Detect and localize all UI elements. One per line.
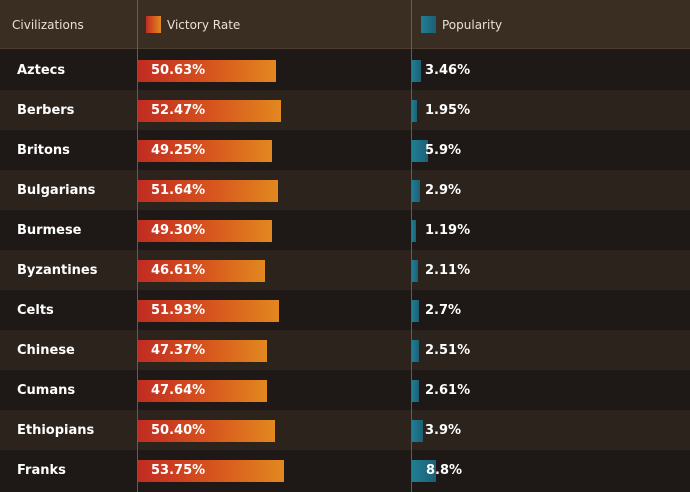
civilization-name: Britons [17, 142, 70, 158]
table-row[interactable]: Celts 51.93% 2.7% [0, 290, 690, 330]
victory-rate-bar [138, 60, 276, 82]
victory-rate-label: 49.25% [151, 142, 206, 158]
victory-rate-label: 46.61% [151, 262, 206, 278]
popularity-bar [412, 420, 423, 442]
civilizations-header-label: Civilizations [12, 17, 84, 32]
table-row[interactable]: Aztecs 50.63% 3.46% [0, 50, 690, 90]
victory-rate-label: 53.75% [151, 462, 206, 478]
column-header-civilizations[interactable]: Civilizations [12, 0, 84, 49]
table-row[interactable]: Bulgarians 51.64% 2.9% [0, 170, 690, 210]
popularity-label: 8.8% [426, 462, 463, 478]
popularity-bar [412, 300, 419, 322]
popularity-bar [412, 260, 418, 282]
table-row[interactable]: Byzantines 46.61% 2.11% [0, 250, 690, 290]
popularity-label: 2.61% [425, 382, 471, 398]
civilization-name: Chinese [17, 342, 75, 358]
victory-rate-bar [138, 260, 265, 282]
column-header-popularity[interactable]: Popularity [421, 0, 502, 49]
table-row[interactable]: Burmese 49.30% 1.19% [0, 210, 690, 250]
table-row[interactable]: Berbers 52.47% 1.95% [0, 90, 690, 130]
table-row[interactable]: Britons 49.25% 5.9% [0, 130, 690, 170]
popularity-column-divider [411, 0, 412, 492]
popularity-swatch-icon [421, 16, 436, 33]
civilization-name: Ethiopians [17, 422, 95, 438]
victory-rate-bar [138, 100, 281, 122]
civilization-name: Cumans [17, 382, 76, 398]
civilization-name: Celts [17, 302, 54, 318]
popularity-bar [412, 180, 420, 202]
victory-rate-label: 47.64% [151, 382, 206, 398]
popularity-label: 3.46% [425, 62, 471, 78]
table-row[interactable]: Ethiopians 50.40% 3.9% [0, 410, 690, 450]
victory-rate-bar [138, 180, 278, 202]
victory-rate-label: 49.30% [151, 222, 206, 238]
table-row[interactable]: Cumans 47.64% 2.61% [0, 370, 690, 410]
victory-rate-bar [138, 300, 279, 322]
victory-rate-bar [138, 140, 272, 162]
popularity-label: 2.11% [425, 262, 471, 278]
popularity-label: 1.95% [425, 102, 471, 118]
victory-rate-bar [138, 420, 275, 442]
victory-rate-bar [138, 340, 267, 362]
popularity-header-label: Popularity [442, 17, 503, 32]
popularity-bar [412, 100, 417, 122]
popularity-bar [412, 140, 428, 162]
table-header: Civilizations Victory Rate Popularity [0, 0, 690, 49]
civilization-name: Franks [17, 462, 66, 478]
civilization-name: Burmese [17, 222, 82, 238]
table-row[interactable]: Franks 53.75% 8.8% [0, 450, 690, 490]
popularity-bar [412, 380, 419, 402]
victory-rate-header-label: Victory Rate [167, 17, 241, 32]
popularity-bar [412, 460, 436, 482]
victory-rate-bar [138, 460, 284, 482]
table-row[interactable]: Chinese 47.37% 2.51% [0, 330, 690, 370]
popularity-label: 2.7% [425, 302, 462, 318]
victory-rate-label: 50.40% [151, 422, 206, 438]
victory-rate-label: 47.37% [151, 342, 206, 358]
victory-rate-label: 50.63% [151, 62, 206, 78]
popularity-label: 2.9% [425, 182, 462, 198]
victory-rate-label: 51.93% [151, 302, 206, 318]
civilization-name: Byzantines [17, 262, 98, 278]
popularity-label: 1.19% [425, 222, 471, 238]
victory-column-divider [137, 0, 138, 492]
victory-rate-bar [138, 220, 272, 242]
popularity-bar [412, 220, 416, 242]
popularity-bar [412, 60, 421, 82]
popularity-label: 5.9% [425, 142, 462, 158]
victory-rate-bar [138, 380, 267, 402]
victory-rate-label: 51.64% [151, 182, 206, 198]
column-header-victory-rate[interactable]: Victory Rate [146, 0, 240, 49]
victory-rate-label: 52.47% [151, 102, 206, 118]
popularity-label: 3.9% [425, 422, 462, 438]
victory-rate-swatch-icon [146, 16, 161, 33]
civilization-name: Bulgarians [17, 182, 96, 198]
popularity-label: 2.51% [425, 342, 471, 358]
civilization-name: Berbers [17, 102, 75, 118]
popularity-bar [412, 340, 419, 362]
civilization-name: Aztecs [17, 62, 66, 78]
